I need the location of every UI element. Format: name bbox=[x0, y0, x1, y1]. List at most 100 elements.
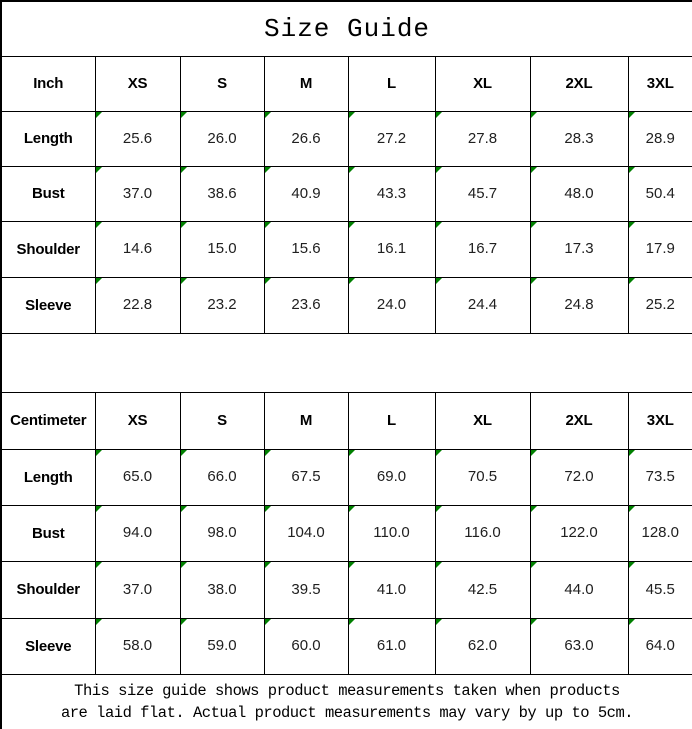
measurement-value: 60.0 bbox=[291, 637, 321, 654]
measurement-value: 116.0 bbox=[464, 524, 501, 541]
cm-row-bust: Bust 94.0 98.0 104.0 110.0 116.0 122.0 1… bbox=[0, 504, 692, 562]
measurement-value: 27.8 bbox=[467, 129, 498, 147]
measurement-value: 98.0 bbox=[207, 524, 237, 541]
measurement-cell: 73.5 bbox=[627, 448, 692, 506]
measurement-cell: 15.0 bbox=[179, 220, 265, 278]
green-triangle-icon bbox=[96, 619, 102, 625]
measurement-value: 17.9 bbox=[645, 240, 675, 257]
spacer-row bbox=[1, 332, 692, 393]
measurement-cell: 26.6 bbox=[263, 110, 349, 167]
cm-row-shoulder: Shoulder 37.0 38.0 39.5 41.0 42.5 44.0 4… bbox=[0, 560, 692, 619]
measurement-cell: 28.9 bbox=[627, 110, 692, 167]
measurement-value: 50.4 bbox=[645, 184, 675, 202]
size-header-3xl: 3XL bbox=[627, 391, 692, 450]
green-triangle-icon bbox=[96, 278, 102, 284]
measurement-value: 70.5 bbox=[467, 468, 498, 485]
green-triangle-icon bbox=[531, 450, 537, 456]
measurement-value: 24.8 bbox=[564, 296, 594, 313]
measurement-value: 43.3 bbox=[376, 184, 407, 202]
size-header-xs: XS bbox=[94, 55, 181, 112]
measurement-value: 37.0 bbox=[122, 184, 153, 202]
green-triangle-icon bbox=[181, 278, 187, 284]
measurement-value: 48.0 bbox=[564, 184, 594, 202]
measurement-cell: 45.7 bbox=[434, 165, 531, 222]
footnote-line-2: are laid flat. Actual product measuremen… bbox=[60, 703, 634, 722]
measurement-value: 45.5 bbox=[645, 580, 675, 598]
measurement-value: 22.8 bbox=[122, 296, 153, 313]
measurement-value: 27.2 bbox=[376, 129, 407, 147]
measurement-cell: 50.4 bbox=[627, 165, 692, 222]
measurement-cell: 128.0 bbox=[627, 504, 692, 562]
measurement-cell: 37.0 bbox=[94, 165, 181, 222]
measurement-value: 26.0 bbox=[207, 129, 237, 147]
measurement-value: 38.6 bbox=[207, 184, 237, 202]
size-header-l: L bbox=[347, 391, 436, 450]
green-triangle-icon bbox=[629, 278, 635, 284]
measurement-value: 40.9 bbox=[291, 184, 321, 202]
measurement-cell: 27.2 bbox=[347, 110, 436, 167]
row-label-sleeve: Sleeve bbox=[0, 617, 96, 675]
measurement-cell: 72.0 bbox=[529, 448, 629, 506]
green-triangle-icon bbox=[96, 562, 102, 568]
measurement-cell: 15.6 bbox=[263, 220, 349, 278]
inch-row-length: Length 25.6 26.0 26.6 27.2 27.8 28.3 28.… bbox=[0, 110, 692, 167]
measurement-value: 61.0 bbox=[376, 637, 407, 654]
size-header-xl: XL bbox=[434, 391, 531, 450]
green-triangle-icon bbox=[265, 619, 271, 625]
measurement-cell: 25.6 bbox=[94, 110, 181, 167]
green-triangle-icon bbox=[96, 112, 102, 118]
inch-header-row: Inch XS S M L XL 2XL 3XL bbox=[0, 55, 692, 112]
green-triangle-icon bbox=[349, 562, 355, 568]
size-header-m: M bbox=[263, 391, 349, 450]
measurement-cell: 23.6 bbox=[263, 276, 349, 334]
cm-row-length: Length 65.0 66.0 67.5 69.0 70.5 72.0 73.… bbox=[0, 448, 692, 506]
green-triangle-icon bbox=[436, 112, 442, 118]
measurement-cell: 116.0 bbox=[434, 504, 531, 562]
measurement-value: 128.0 bbox=[641, 524, 680, 541]
size-header-m: M bbox=[263, 55, 349, 112]
measurement-cell: 25.2 bbox=[627, 276, 692, 334]
green-triangle-icon bbox=[349, 112, 355, 118]
green-triangle-icon bbox=[181, 222, 187, 228]
measurement-value: 72.0 bbox=[564, 468, 594, 485]
green-triangle-icon bbox=[181, 112, 187, 118]
measurement-value: 23.2 bbox=[207, 296, 237, 313]
measurement-cell: 65.0 bbox=[94, 448, 181, 506]
measurement-value: 64.0 bbox=[645, 637, 675, 654]
green-triangle-icon bbox=[265, 167, 271, 173]
size-header-s: S bbox=[179, 55, 265, 112]
measurement-cell: 64.0 bbox=[627, 617, 692, 675]
measurement-cell: 122.0 bbox=[529, 504, 629, 562]
green-triangle-icon bbox=[181, 562, 187, 568]
measurement-value: 67.5 bbox=[291, 468, 321, 485]
measurement-cell: 60.0 bbox=[263, 617, 349, 675]
measurement-cell: 42.5 bbox=[434, 560, 531, 619]
green-triangle-icon bbox=[265, 450, 271, 456]
measurement-value: 28.9 bbox=[645, 129, 675, 147]
measurement-value: 39.5 bbox=[291, 580, 321, 598]
measurement-cell: 58.0 bbox=[94, 617, 181, 675]
title-row: Size Guide bbox=[0, 0, 692, 57]
measurement-cell: 41.0 bbox=[347, 560, 436, 619]
measurement-cell: 28.3 bbox=[529, 110, 629, 167]
measurement-cell: 22.8 bbox=[94, 276, 181, 334]
inch-row-bust: Bust 37.0 38.6 40.9 43.3 45.7 48.0 50.4 bbox=[0, 165, 692, 222]
measurement-cell: 62.0 bbox=[434, 617, 531, 675]
green-triangle-icon bbox=[265, 562, 271, 568]
row-label-sleeve: Sleeve bbox=[0, 276, 96, 334]
measurement-value: 104.0 bbox=[287, 524, 325, 541]
green-triangle-icon bbox=[629, 562, 635, 568]
measurement-cell: 69.0 bbox=[347, 448, 436, 506]
measurement-cell: 23.2 bbox=[179, 276, 265, 334]
measurement-cell: 24.8 bbox=[529, 276, 629, 334]
measurement-value: 44.0 bbox=[564, 580, 594, 598]
green-triangle-icon bbox=[629, 450, 635, 456]
measurement-cell: 70.5 bbox=[434, 448, 531, 506]
measurement-value: 63.0 bbox=[564, 637, 594, 654]
green-triangle-icon bbox=[436, 506, 442, 512]
green-triangle-icon bbox=[436, 562, 442, 568]
green-triangle-icon bbox=[531, 619, 537, 625]
measurement-value: 65.0 bbox=[122, 468, 153, 485]
green-triangle-icon bbox=[96, 222, 102, 228]
